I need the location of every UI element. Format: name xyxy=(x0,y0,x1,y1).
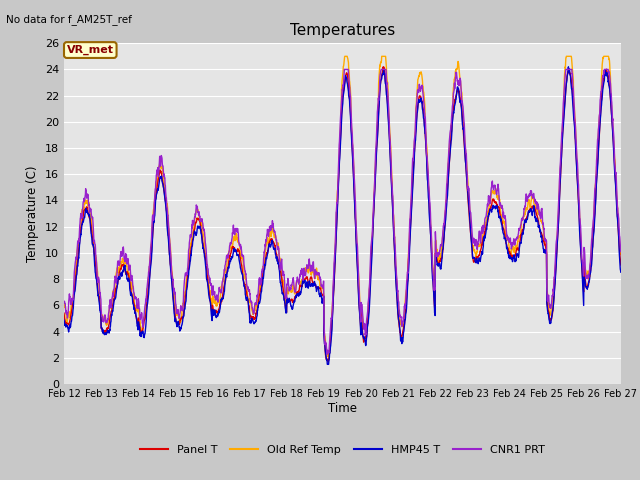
CNR1 PRT xyxy=(371,166,379,172)
HMP45 T xyxy=(60,317,68,323)
CNR1 PRT xyxy=(568,71,576,77)
Panel T xyxy=(359,329,367,335)
Panel T xyxy=(584,284,591,289)
Old Ref Temp xyxy=(584,270,591,276)
Line: Panel T: Panel T xyxy=(64,67,621,362)
Panel T xyxy=(371,183,379,189)
HMP45 T xyxy=(371,187,379,193)
Old Ref Temp xyxy=(505,239,513,244)
HMP45 T xyxy=(584,285,591,290)
Panel T xyxy=(380,64,387,70)
CNR1 PRT xyxy=(359,314,367,320)
Panel T xyxy=(324,359,332,365)
HMP45 T xyxy=(324,361,332,367)
Old Ref Temp xyxy=(371,171,379,177)
Old Ref Temp xyxy=(216,299,223,305)
CNR1 PRT xyxy=(617,249,625,254)
Panel T xyxy=(60,310,68,316)
X-axis label: Time: Time xyxy=(328,402,357,415)
Panel T xyxy=(216,305,223,311)
CNR1 PRT xyxy=(216,285,223,290)
CNR1 PRT xyxy=(323,351,331,357)
Legend: Panel T, Old Ref Temp, HMP45 T, CNR1 PRT: Panel T, Old Ref Temp, HMP45 T, CNR1 PRT xyxy=(136,441,549,459)
Old Ref Temp xyxy=(617,252,625,257)
HMP45 T xyxy=(568,89,576,95)
Panel T xyxy=(505,248,513,253)
Panel T xyxy=(617,262,625,268)
Old Ref Temp xyxy=(568,62,576,68)
Line: Old Ref Temp: Old Ref Temp xyxy=(64,56,621,357)
Panel T xyxy=(568,84,576,89)
Text: VR_met: VR_met xyxy=(67,45,114,55)
CNR1 PRT xyxy=(584,274,591,279)
Old Ref Temp xyxy=(60,303,68,309)
Line: HMP45 T: HMP45 T xyxy=(64,67,621,364)
HMP45 T xyxy=(359,332,367,338)
Text: No data for f_AM25T_ref: No data for f_AM25T_ref xyxy=(6,14,132,25)
Old Ref Temp xyxy=(359,323,367,328)
Title: Temperatures: Temperatures xyxy=(290,23,395,38)
Old Ref Temp xyxy=(341,53,349,59)
Line: CNR1 PRT: CNR1 PRT xyxy=(64,70,621,354)
Old Ref Temp xyxy=(324,354,332,360)
HMP45 T xyxy=(564,64,572,70)
HMP45 T xyxy=(617,269,625,275)
HMP45 T xyxy=(216,310,223,315)
CNR1 PRT xyxy=(60,300,68,306)
Y-axis label: Temperature (C): Temperature (C) xyxy=(26,165,39,262)
CNR1 PRT xyxy=(340,67,348,72)
CNR1 PRT xyxy=(505,236,513,242)
HMP45 T xyxy=(504,251,512,257)
